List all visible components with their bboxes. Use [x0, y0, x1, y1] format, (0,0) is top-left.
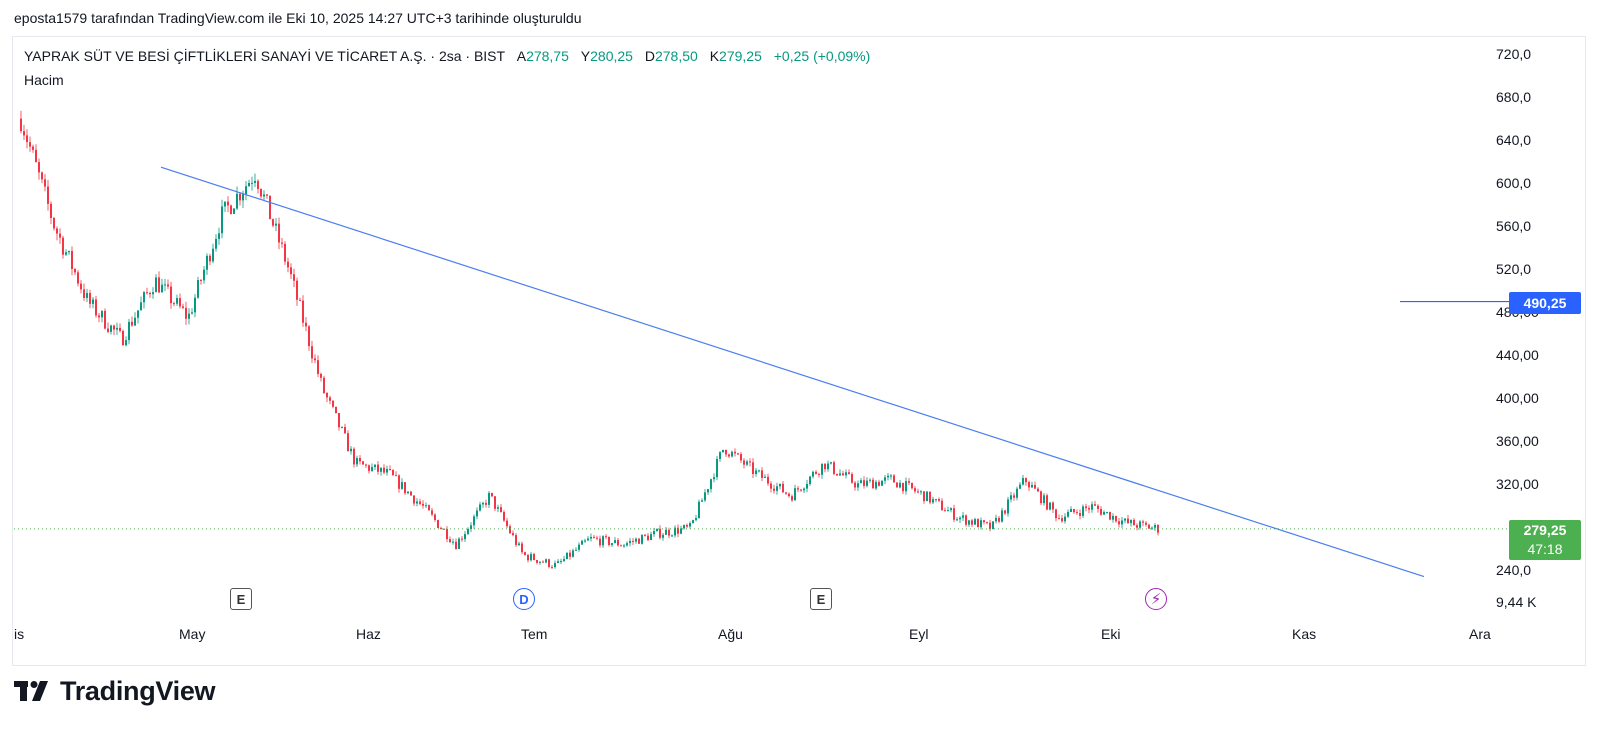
earnings-event-icon[interactable]: E: [810, 588, 832, 610]
change-value: +0,25 (+0,09%): [773, 48, 871, 64]
volume-label[interactable]: Hacim: [24, 72, 64, 88]
time-tick: Ara: [1469, 626, 1491, 642]
price-tick: 320,00: [1496, 476, 1539, 492]
last-price-tag[interactable]: 279,25 47:18: [1509, 520, 1581, 560]
price-tick: 600,0: [1496, 175, 1532, 191]
chart-frame: [12, 36, 1586, 666]
volume-axis-value: 9,44 K: [1496, 594, 1537, 610]
symbol-name[interactable]: YAPRAK SÜT VE BESİ ÇİFTLİKLERİ SANAYİ VE…: [24, 48, 505, 64]
price-tick: 400,00: [1496, 390, 1539, 406]
price-tick: 640,0: [1496, 132, 1532, 148]
price-tick: 440,00: [1496, 347, 1539, 363]
time-tick: Eki: [1101, 626, 1121, 642]
open-value: 278,75: [526, 48, 569, 64]
alert-price-tag[interactable]: 490,25: [1509, 292, 1581, 314]
last-price-value: 279,25: [1523, 522, 1567, 538]
price-tick: 720,0: [1496, 46, 1532, 62]
price-tick: 240,0: [1496, 562, 1532, 578]
time-tick: Eyl: [909, 626, 929, 642]
high-label: Y: [580, 48, 591, 64]
bar-countdown: 47:18: [1527, 541, 1563, 557]
price-tick: 360,00: [1496, 433, 1539, 449]
time-tick: Tem: [521, 626, 548, 642]
time-tick: Haz: [356, 626, 381, 642]
flash-event-icon[interactable]: ⚡: [1145, 588, 1167, 610]
time-tick: is: [14, 626, 25, 642]
time-tick: Ağu: [718, 626, 743, 642]
brand-name: TradingView: [60, 676, 216, 706]
time-tick: Kas: [1292, 626, 1317, 642]
high-value: 280,25: [590, 48, 633, 64]
open-label: A: [516, 48, 527, 64]
earnings-event-icon[interactable]: E: [230, 588, 252, 610]
low-value: 278,50: [654, 48, 698, 64]
tradingview-logo-icon: [14, 680, 48, 701]
price-tick: 680,0: [1496, 89, 1532, 105]
chart-caption: eposta1579 tarafından TradingView.com il…: [14, 10, 582, 26]
tradingview-logo[interactable]: TradingView: [14, 676, 216, 707]
dividend-event-icon[interactable]: D: [513, 588, 535, 610]
price-tick: 520,0: [1496, 261, 1532, 277]
low-label: D: [644, 48, 655, 64]
time-tick: May: [179, 626, 206, 642]
close-value: 279,25: [719, 48, 762, 64]
symbol-legend: YAPRAK SÜT VE BESİ ÇİFTLİKLERİ SANAYİ VE…: [24, 48, 870, 64]
price-tick: 560,0: [1496, 218, 1532, 234]
close-label: K: [709, 48, 720, 64]
